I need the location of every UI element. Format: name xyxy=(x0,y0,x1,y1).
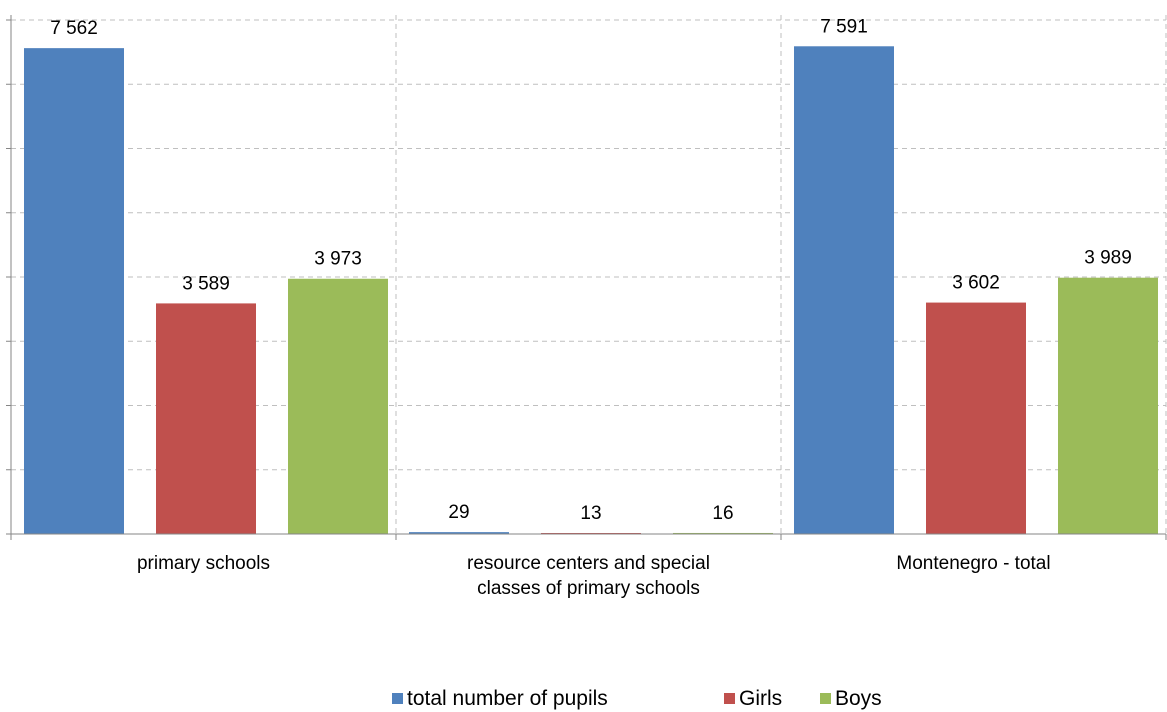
category-label: resource centers and special xyxy=(467,553,710,574)
bar-boys xyxy=(288,278,388,534)
data-label: 3 589 xyxy=(182,273,230,294)
data-label: 3 973 xyxy=(314,249,362,270)
legend-swatch xyxy=(392,693,403,704)
legend-swatch xyxy=(820,693,831,704)
legend: total number of pupils Girls Boys xyxy=(392,687,882,710)
data-label: 3 602 xyxy=(952,273,1000,294)
category-labels: primary schools resource centers and spec… xyxy=(137,553,1051,599)
legend-label: Boys xyxy=(835,687,882,710)
bar-boys xyxy=(1058,277,1158,534)
bar-boys xyxy=(673,532,773,534)
data-label: 7 591 xyxy=(820,16,868,37)
bar-total-number-of-pupils xyxy=(794,46,894,534)
legend-label: Girls xyxy=(739,687,782,710)
legend-swatch xyxy=(724,693,735,704)
category-label: primary schools xyxy=(137,553,270,574)
data-label: 3 989 xyxy=(1084,248,1132,269)
bar-total-number-of-pupils xyxy=(24,48,124,534)
data-label: 7 562 xyxy=(50,18,98,39)
axes xyxy=(6,15,1167,540)
data-label: 13 xyxy=(580,503,601,524)
data-labels: 7 562 29 7 591 3 589 13 3 602 3 973 16 3 989 xyxy=(50,16,1132,524)
legend-label: total number of pupils xyxy=(407,687,608,710)
gridlines xyxy=(11,15,1167,534)
bars xyxy=(24,46,1158,534)
data-label: 16 xyxy=(712,503,733,524)
data-label: 29 xyxy=(448,502,469,523)
category-label: Montenegro - total xyxy=(896,553,1050,574)
bar-total-number-of-pupils xyxy=(409,532,509,534)
category-label: classes of primary schools xyxy=(477,578,700,599)
bar-girls xyxy=(156,303,256,534)
bar-girls xyxy=(926,302,1026,534)
